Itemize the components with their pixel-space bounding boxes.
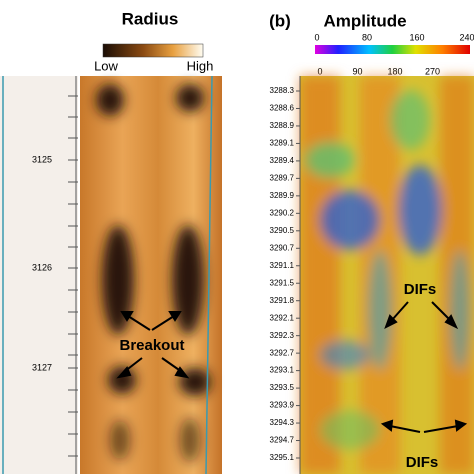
depth-label: 3288.9 bbox=[270, 121, 295, 130]
annotation: DIFs bbox=[406, 454, 439, 471]
scale-label: High bbox=[187, 58, 214, 73]
depth-label: 3288.3 bbox=[270, 86, 295, 95]
annotation: Breakout bbox=[119, 337, 184, 354]
depth-label: 3125 bbox=[32, 154, 52, 164]
depth-label: 3290.5 bbox=[270, 226, 295, 235]
depth-label: 3294.7 bbox=[270, 436, 295, 445]
depth-label: 3290.7 bbox=[270, 243, 295, 252]
depth-label: 3293.9 bbox=[270, 401, 295, 410]
scale-label: 160 bbox=[409, 32, 424, 42]
depth-label: 3291.5 bbox=[270, 278, 295, 287]
depth-label: 3293.1 bbox=[270, 366, 295, 375]
panel-title: Amplitude bbox=[323, 11, 406, 30]
scale-label: Low bbox=[94, 58, 118, 73]
depth-label: 3292.3 bbox=[270, 331, 295, 340]
depth-label: 3294.3 bbox=[270, 418, 295, 427]
depth-label: 3289.7 bbox=[270, 173, 295, 182]
arrows bbox=[380, 301, 468, 433]
depth-label: 3291.1 bbox=[270, 261, 295, 270]
depth-label: 3127 bbox=[32, 362, 52, 372]
depth-label: 3289.9 bbox=[270, 191, 295, 200]
depth-track bbox=[0, 76, 78, 474]
depth-label: 3288.6 bbox=[270, 104, 295, 113]
colorbar bbox=[102, 43, 204, 58]
panel-label: (b) bbox=[269, 11, 291, 30]
panel-title: Radius bbox=[122, 9, 179, 28]
depth-label: 3290.2 bbox=[270, 208, 295, 217]
annotation: DIFs bbox=[404, 281, 437, 298]
depth-label: 3295.1 bbox=[270, 453, 295, 462]
depth-label: 3289.4 bbox=[270, 156, 295, 165]
depth-label: 3289.1 bbox=[270, 139, 295, 148]
amplitude-texture bbox=[300, 76, 474, 474]
depth-label: 3292.7 bbox=[270, 348, 295, 357]
scale-label: 0 bbox=[314, 32, 319, 42]
depth-label: 3291.8 bbox=[270, 296, 295, 305]
arrows bbox=[116, 311, 190, 379]
depth-ticks bbox=[68, 95, 78, 457]
scale-label: 90 bbox=[352, 66, 362, 76]
depth-label: 3292.1 bbox=[270, 313, 295, 322]
depth-label: 3293.5 bbox=[270, 383, 295, 392]
scale-label: 80 bbox=[362, 32, 372, 42]
depth-label: 3126 bbox=[32, 262, 52, 272]
colorbar bbox=[315, 45, 470, 54]
scale-label: 0 bbox=[317, 66, 322, 76]
scale-label: 270 bbox=[425, 66, 440, 76]
scale-label: 240 bbox=[459, 32, 474, 42]
scale-label: 180 bbox=[387, 66, 402, 76]
